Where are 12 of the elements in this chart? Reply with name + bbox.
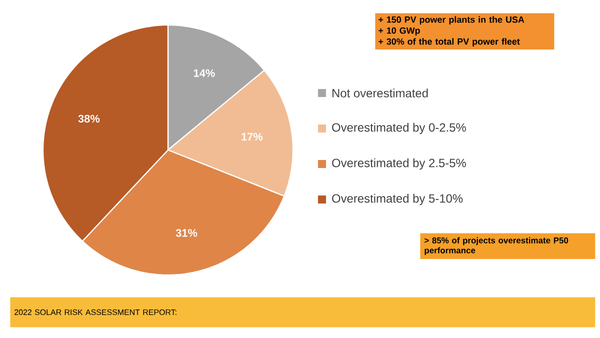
legend-label: Overestimated by 2.5-5% — [332, 158, 466, 170]
data-label: 38% — [78, 114, 100, 123]
text: > 85% of projects overestimate P50 performance — [424, 237, 568, 256]
legend-label: Not overestimated — [332, 88, 428, 98]
data-label: 17% — [242, 132, 263, 141]
text: + 150 PV power plants in the USA — [378, 16, 524, 25]
legend-label: Overestimated by 5-10% — [332, 194, 463, 206]
data-label: 31% — [176, 229, 198, 237]
legend-label: Overestimated by 0-2.5% — [332, 122, 466, 134]
text: + 30% of the total PV power fleet — [378, 38, 520, 46]
data-label: 14% — [194, 69, 215, 77]
text: + 10 GWp — [378, 27, 420, 36]
